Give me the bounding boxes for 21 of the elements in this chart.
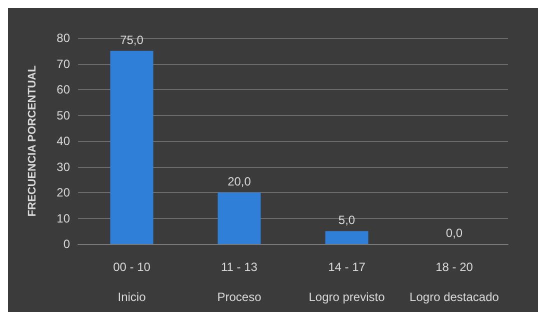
data-label: 20,0: [228, 174, 252, 188]
y-tick-label: 20: [56, 186, 70, 200]
category-label: 00 - 10 Inicio: [113, 260, 150, 304]
category-label: 14 - 17 Logro previsto: [308, 260, 385, 304]
data-label: 5,0: [338, 213, 356, 228]
y-tick-label: 80: [56, 31, 70, 45]
y-tick-label: 50: [56, 108, 70, 122]
y-tick-label: 10: [56, 211, 70, 226]
y-tick-label: 30: [56, 160, 70, 174]
bar: [325, 231, 368, 244]
category-label: 18 - 20 Logro destacado: [410, 260, 499, 304]
y-tick-label: 40: [56, 134, 70, 148]
y-tick-label: 0: [63, 237, 70, 251]
y-tick-label: 70: [56, 56, 70, 71]
bar: [110, 50, 154, 244]
category-label: 11 - 13 Proceso: [217, 260, 262, 304]
data-label: 0,0: [446, 226, 463, 240]
y-tick-label: 60: [56, 82, 70, 96]
bar: [218, 192, 261, 244]
y-axis-title: FRECUENCIA PORCENTUAL: [26, 65, 38, 217]
data-label: 75,0: [120, 32, 144, 47]
